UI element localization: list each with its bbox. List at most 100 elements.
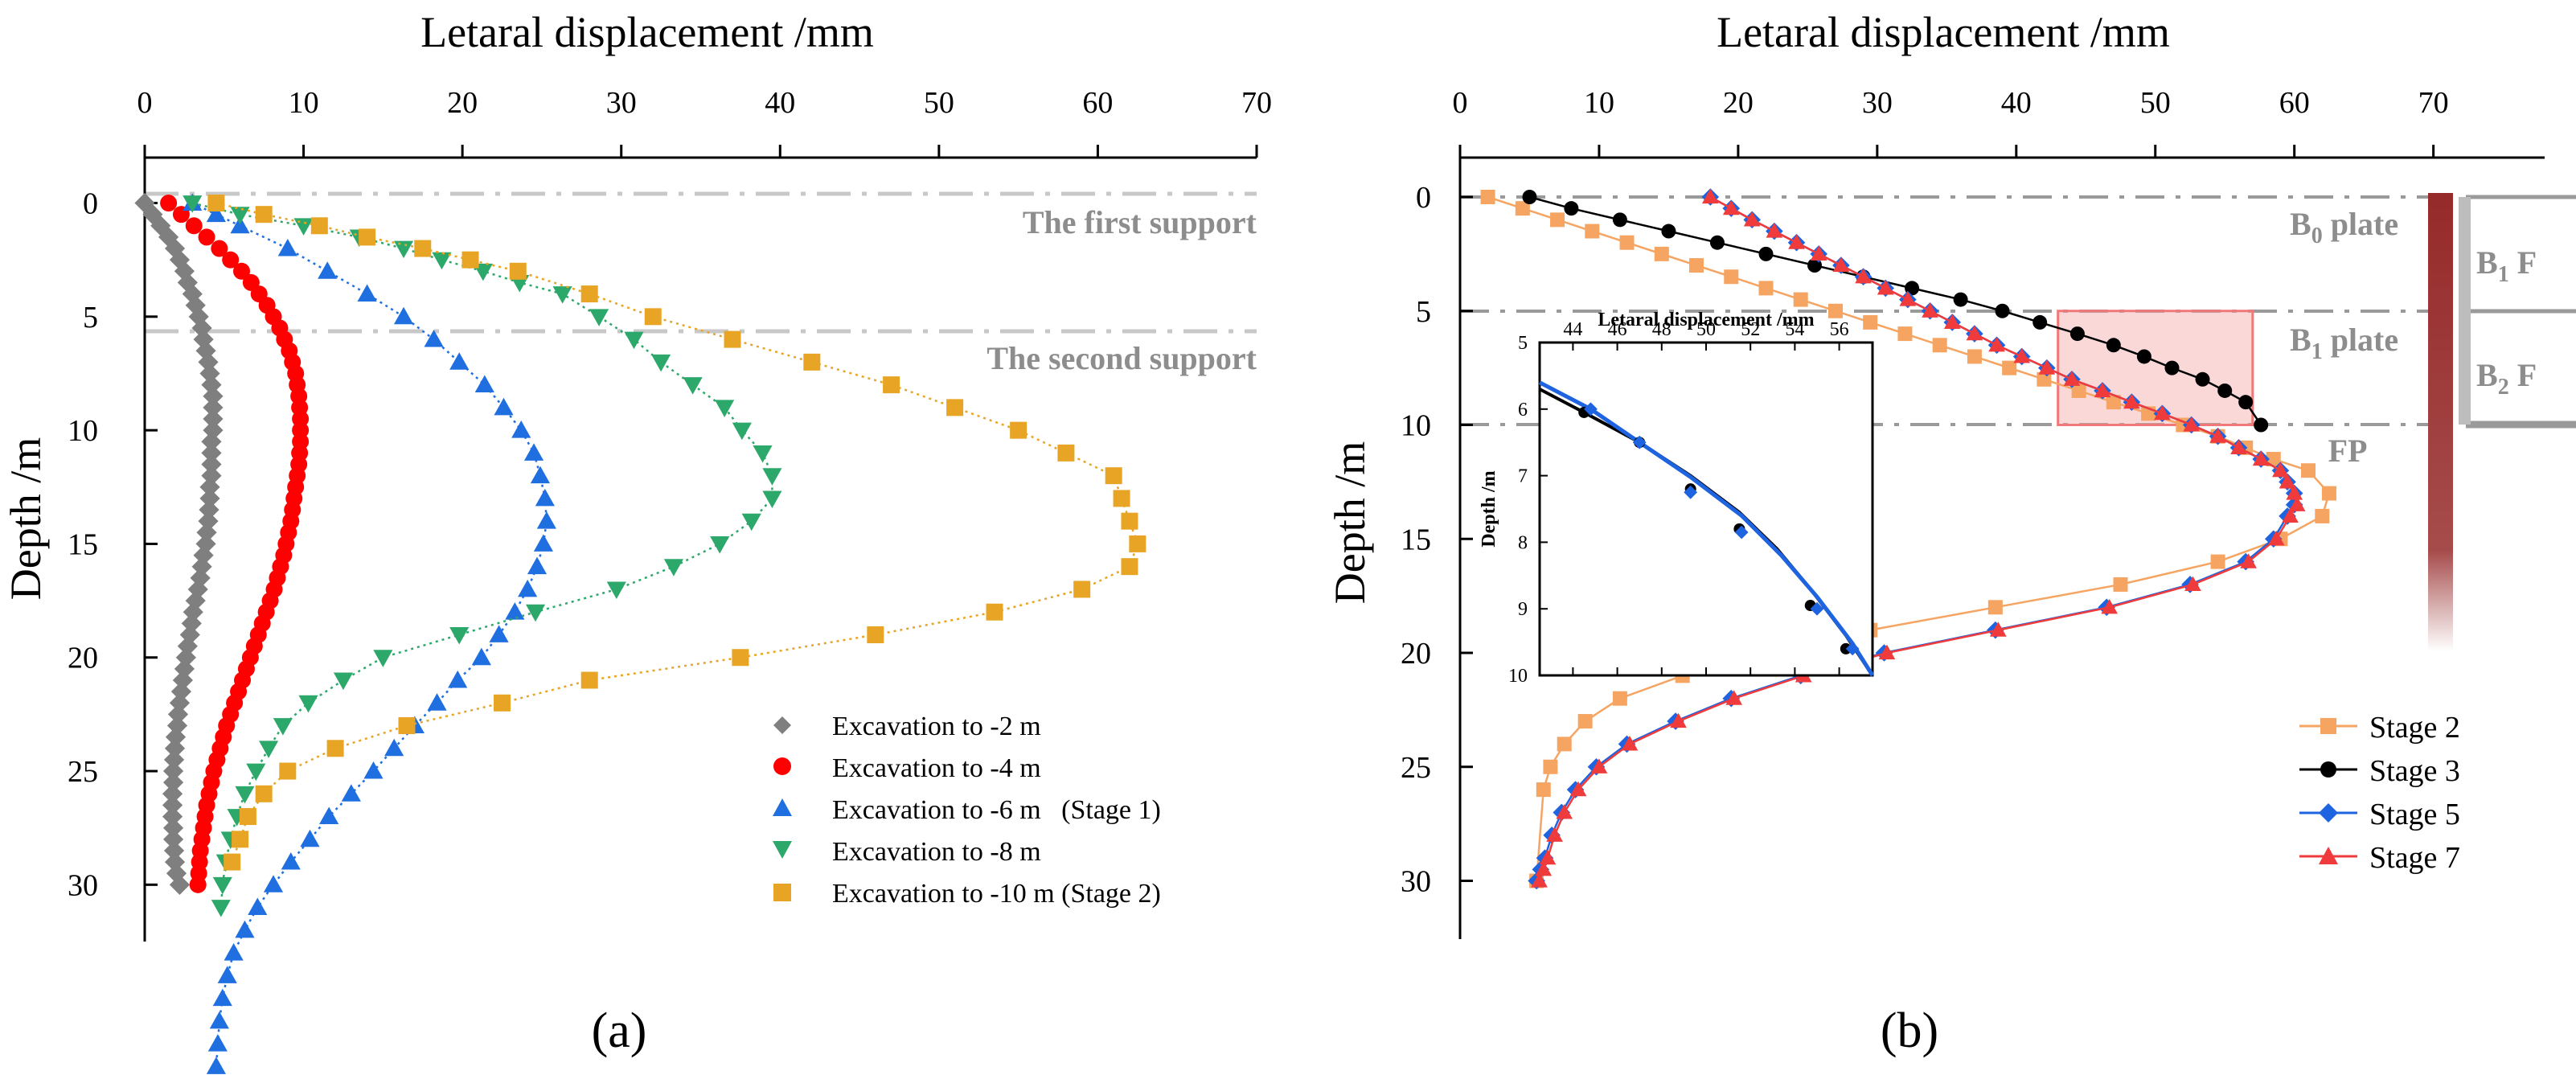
b-data-point bbox=[1670, 712, 1687, 728]
b-inset-x-tick-label: 50 bbox=[1696, 319, 1716, 340]
b-data-point bbox=[2288, 496, 2306, 511]
b-x-tick-label: 70 bbox=[2418, 86, 2449, 120]
a-data-point bbox=[193, 544, 214, 566]
a-data-point bbox=[552, 286, 572, 304]
a-data-point bbox=[424, 330, 444, 347]
a-data-point bbox=[169, 249, 191, 270]
b-inset-y-tick-label: 5 bbox=[1518, 333, 1528, 354]
b-data-point bbox=[1612, 212, 1627, 228]
b-inset-x-tick-label: 48 bbox=[1652, 319, 1672, 340]
b-data-point bbox=[1564, 201, 1579, 216]
b-y-tick-label: 0 bbox=[1416, 181, 1431, 215]
b-series-1 bbox=[1522, 190, 2269, 433]
a-data-point bbox=[160, 195, 178, 212]
a-data-point bbox=[803, 353, 821, 371]
b-data-point bbox=[1725, 690, 1743, 705]
b-data-point bbox=[1989, 622, 2007, 637]
a-legend-item: Excavation to -2 m bbox=[773, 712, 1041, 741]
b-data-point bbox=[2254, 417, 2269, 433]
b-data-point bbox=[1515, 201, 1530, 216]
a-data-point bbox=[527, 556, 548, 575]
a-data-point bbox=[580, 285, 598, 303]
a-data-point bbox=[162, 794, 183, 816]
b-data-point bbox=[1966, 325, 1983, 341]
b-x-tick-label: 60 bbox=[2279, 86, 2310, 120]
a-data-point bbox=[509, 262, 527, 280]
b-data-point bbox=[1612, 691, 1627, 706]
a-data-point bbox=[224, 853, 241, 871]
b-inset-y-tick-label: 7 bbox=[1518, 466, 1528, 487]
pile-and-floors: B1 F B2 F bbox=[2428, 193, 2576, 651]
b-data-point bbox=[1793, 292, 1808, 307]
a-data-point bbox=[518, 579, 538, 597]
a-data-point bbox=[724, 330, 741, 348]
b-legend-item: Stage 2 bbox=[2299, 711, 2460, 745]
a-data-point bbox=[883, 376, 900, 394]
b-data-point bbox=[1546, 827, 1563, 842]
b-inset-x-tick-label: 56 bbox=[1830, 319, 1849, 340]
b-y-tick-label: 25 bbox=[1401, 751, 1431, 785]
a-data-point bbox=[199, 488, 220, 509]
a-data-point bbox=[449, 352, 470, 370]
a-data-point bbox=[230, 207, 250, 224]
b-data-point bbox=[1987, 600, 2003, 615]
b-highlight-region bbox=[2057, 310, 2254, 426]
a-data-point bbox=[319, 806, 339, 825]
a-data-point bbox=[246, 763, 266, 782]
a-data-point bbox=[651, 354, 671, 372]
b-inset-x-tick-label: 52 bbox=[1741, 319, 1760, 340]
b-inset-y-tick-label: 6 bbox=[1518, 400, 1528, 421]
a-x-tick-label: 50 bbox=[924, 86, 954, 120]
a-legend-marker-circle bbox=[773, 757, 791, 775]
b-data-point bbox=[1590, 758, 1608, 773]
b-data-point bbox=[1855, 268, 1872, 284]
a-data-point bbox=[867, 626, 884, 643]
b-inset: Letaral displacement /mm Depth /m 44 46 48… bbox=[1479, 310, 1875, 687]
a-series-4 bbox=[207, 195, 1146, 871]
a-data-point bbox=[239, 808, 256, 826]
a-data-point bbox=[432, 252, 452, 270]
b-data-point bbox=[1899, 291, 1917, 306]
b-data-point bbox=[1722, 199, 1740, 215]
b-data-point bbox=[1709, 235, 1725, 250]
a-data-point bbox=[209, 1011, 229, 1029]
a-data-point bbox=[1105, 467, 1122, 485]
b-data-point bbox=[2266, 452, 2281, 467]
a-data-point bbox=[474, 375, 494, 393]
b-inset-x-tick-label: 54 bbox=[1785, 319, 1804, 340]
a-data-point bbox=[177, 272, 198, 293]
b-data-point bbox=[2184, 576, 2201, 592]
b-data-point bbox=[1766, 223, 1783, 238]
b-y-tick-label: 20 bbox=[1401, 637, 1431, 671]
b-data-point bbox=[2071, 383, 2086, 398]
b-legend-marker-triangle bbox=[2319, 847, 2338, 864]
a-data-point bbox=[753, 445, 773, 463]
a-data-point bbox=[589, 309, 609, 326]
a-data-point bbox=[196, 522, 217, 543]
b-data-point bbox=[2315, 508, 2330, 523]
a-series-line bbox=[191, 202, 773, 908]
a-data-point bbox=[1057, 444, 1075, 462]
a-data-point bbox=[333, 672, 354, 691]
a-data-point bbox=[207, 195, 225, 212]
b-legend-item: Stage 7 bbox=[2299, 841, 2460, 875]
a-data-point bbox=[494, 397, 514, 416]
a-y-tick-label: 30 bbox=[68, 868, 98, 902]
a-data-point bbox=[255, 785, 273, 802]
panel-label-b: (b) bbox=[1881, 1003, 1938, 1058]
a-data-point bbox=[606, 581, 626, 600]
a-data-point bbox=[163, 840, 185, 861]
b-data-point bbox=[1585, 224, 1600, 239]
b-data-point bbox=[2106, 338, 2121, 353]
a-y-tick-label: 0 bbox=[83, 187, 98, 221]
a-data-point bbox=[198, 511, 219, 531]
a-data-point bbox=[199, 363, 220, 384]
a-ref-label-first-support: The first support bbox=[1023, 204, 1257, 240]
b-data-point bbox=[2164, 360, 2180, 375]
a-data-point bbox=[732, 649, 749, 667]
a-data-point bbox=[201, 466, 222, 486]
a-data-point bbox=[198, 351, 219, 372]
a-data-point bbox=[211, 900, 231, 917]
a-data-point bbox=[357, 284, 377, 302]
a-data-point bbox=[373, 650, 393, 667]
